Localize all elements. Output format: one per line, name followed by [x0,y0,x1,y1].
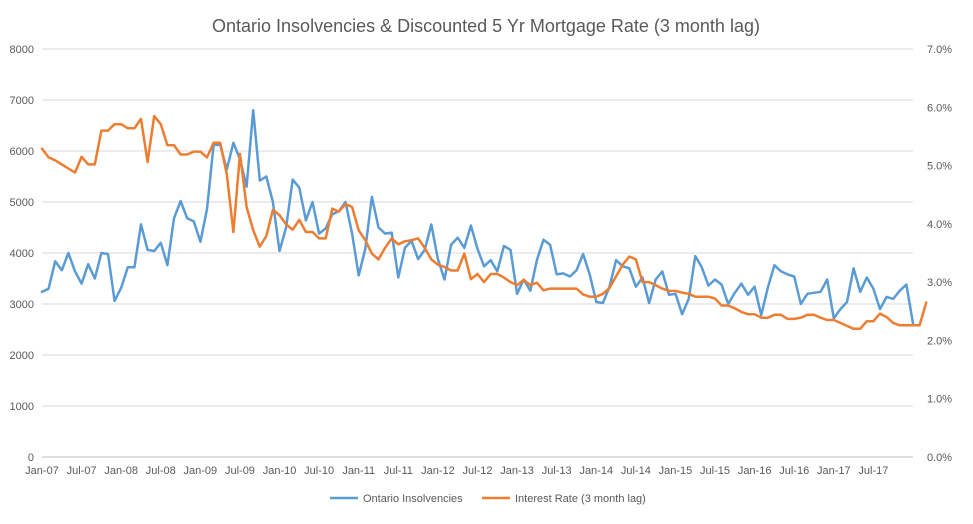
legend: Ontario Insolvencies Interest Rate (3 mon… [330,493,646,505]
y-right-tick-label: 6.0% [927,102,952,114]
x-tick-label: Jul-11 [384,465,413,477]
x-tick-label: Jul-14 [621,465,651,477]
x-tick-label: Jan-14 [579,465,613,477]
x-tick-label: Jan-15 [659,465,693,477]
y-left-tick-label: 1000 [10,401,34,413]
x-tick-label: Jul-08 [146,465,176,477]
x-tick-label: Jan-11 [342,465,375,477]
x-tick-label: Jan-13 [500,465,534,477]
y-right-tick-label: 1.0% [927,394,952,406]
x-tick-label: Jan-12 [421,465,455,477]
legend-label: Interest Rate (3 month lag) [515,493,646,505]
x-tick-label: Jul-16 [779,465,809,477]
x-tick-label: Jul-12 [463,465,493,477]
y-left-tick-label: 4000 [10,248,34,260]
y-right-tick-label: 7.0% [927,44,952,56]
x-tick-label: Jan-16 [738,465,772,477]
y-left-tick-label: 2000 [10,350,34,362]
x-axis: Jan-07 Jul-07 Jan-08 Jul-08 Jan-09 Jul-09 Jan-… [25,465,888,477]
series-line-interest-rate [40,114,928,331]
x-tick-label: Jan-17 [817,465,851,477]
x-tick-label: Jul-09 [225,465,255,477]
x-tick-label: Jul-10 [304,465,334,477]
y-left-tick-label: 3000 [10,299,34,311]
series-layer [40,108,928,331]
y-right-tick-label: 0.0% [927,452,952,464]
y-axis-left: 0 1000 2000 3000 4000 5000 6000 7000 8000 [10,44,34,464]
y-left-tick-label: 7000 [10,95,34,107]
x-tick-label: Jan-08 [104,465,138,477]
x-tick-label: Jan-09 [184,465,218,477]
gridlines [42,48,913,458]
y-left-tick-label: 8000 [10,44,34,56]
legend-label: Ontario Insolvencies [363,493,463,505]
y-right-tick-label: 3.0% [927,277,952,289]
y-left-tick-label: 6000 [10,146,34,158]
x-tick-label: Jul-07 [67,465,97,477]
y-left-tick-label: 5000 [10,197,34,209]
x-tick-label: Jul-13 [542,465,572,477]
y-left-tick-label: 0 [28,452,34,464]
series-line-insolvencies [40,108,915,325]
x-tick-label: Jan-10 [263,465,297,477]
y-axis-right: 0.0% 1.0% 2.0% 3.0% 4.0% 5.0% 6.0% 7.0% [927,44,952,464]
y-right-tick-label: 5.0% [927,161,952,173]
y-right-tick-label: 4.0% [927,219,952,231]
y-right-tick-label: 2.0% [927,335,952,347]
x-tick-label: Jan-07 [25,465,59,477]
x-tick-label: Jul-17 [858,465,888,477]
x-tick-label: Jul-15 [700,465,730,477]
chart-title: Ontario Insolvencies & Discounted 5 Yr M… [212,16,760,36]
